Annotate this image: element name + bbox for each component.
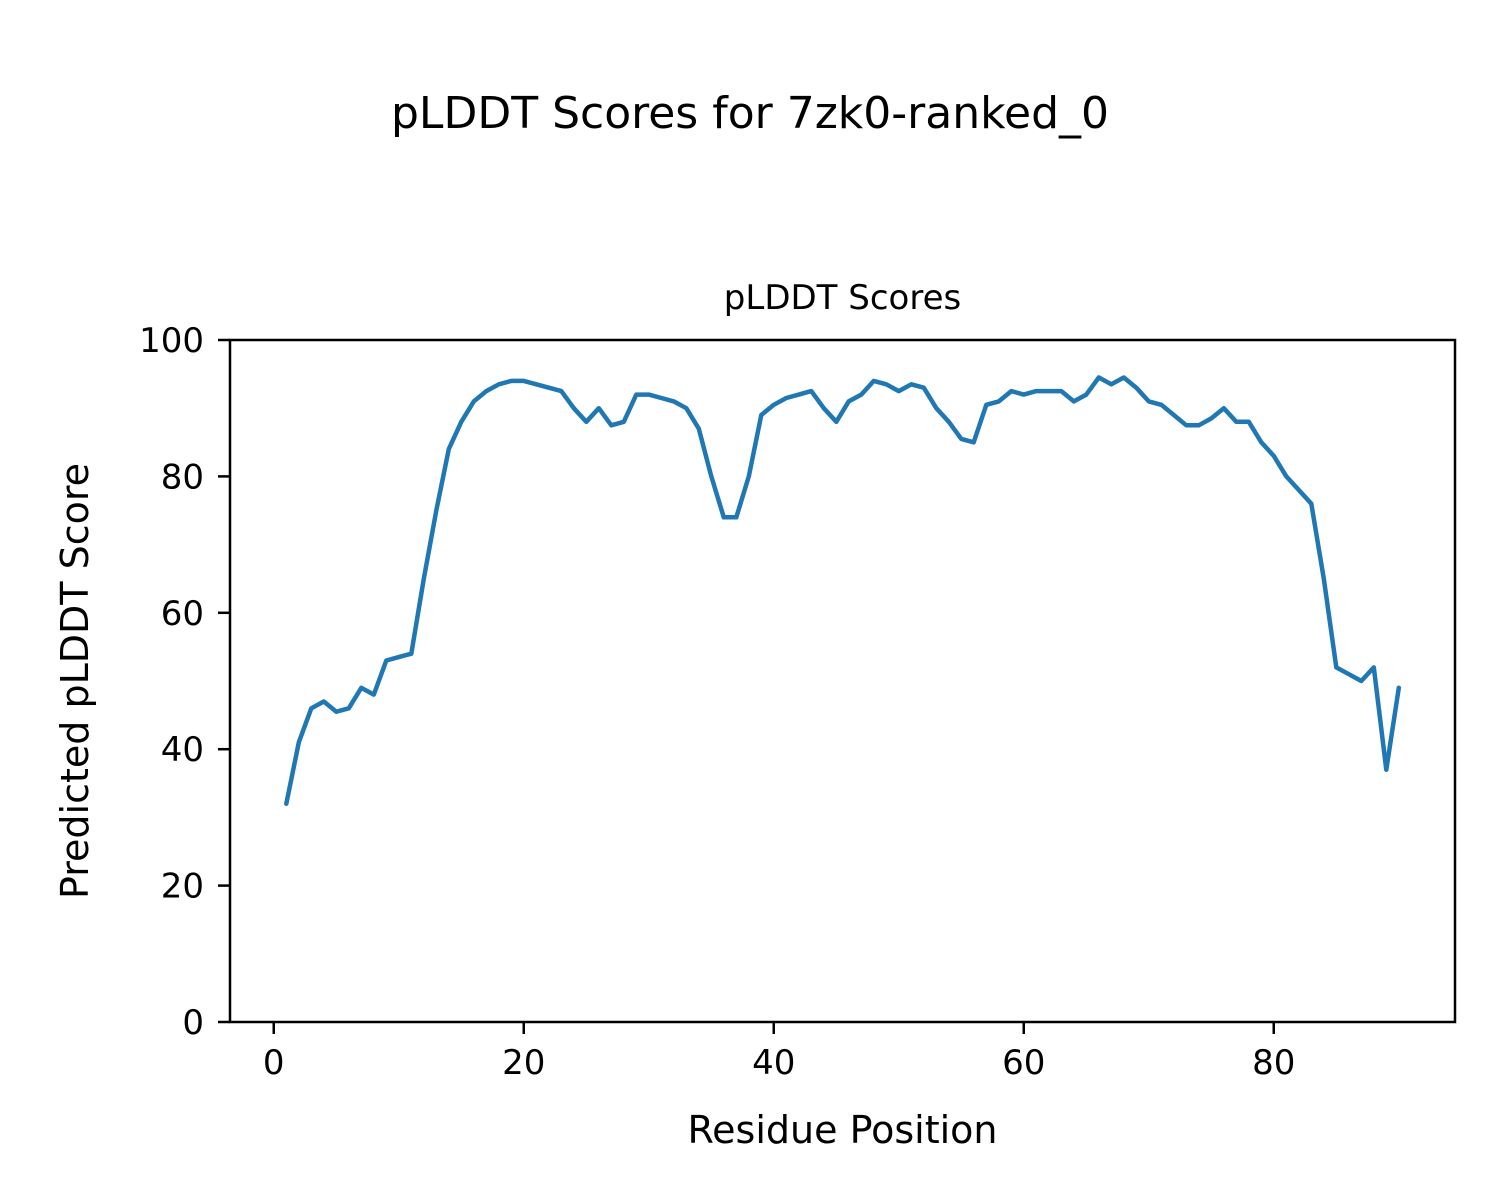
x-tick-label: 60 xyxy=(1002,1043,1045,1083)
y-axis-label: Predicted pLDDT Score xyxy=(53,463,97,899)
y-tick-label: 20 xyxy=(161,867,204,907)
axes-title: pLDDT Scores xyxy=(723,278,962,318)
plddt-line-series xyxy=(284,375,1402,807)
y-tick-label: 60 xyxy=(161,594,204,634)
y-tick-label: 80 xyxy=(161,457,204,497)
y-tick-label: 40 xyxy=(161,730,204,770)
y-tick-label: 100 xyxy=(139,321,204,361)
axes-spines xyxy=(228,338,1457,1024)
figure-title: pLDDT Scores for 7zk0-ranked_0 xyxy=(391,88,1109,139)
x-tick-label: 20 xyxy=(502,1043,545,1083)
x-tick-label: 0 xyxy=(263,1043,285,1083)
y-tick-label: 0 xyxy=(182,1003,204,1043)
x-axis-label: Residue Position xyxy=(687,1108,998,1152)
x-tick-label: 40 xyxy=(752,1043,795,1083)
x-tick-label: 80 xyxy=(1252,1043,1295,1083)
